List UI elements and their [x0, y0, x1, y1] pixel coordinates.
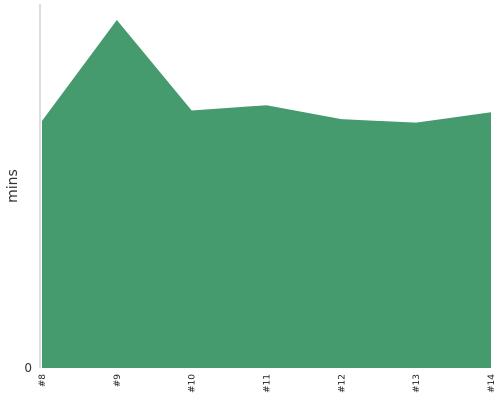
area-series [42, 20, 491, 368]
x-tick-label: #11 [263, 374, 273, 393]
y-tick-label-0: 0 [24, 361, 32, 375]
x-tick-label: #10 [188, 374, 198, 393]
x-tick-label: #14 [487, 374, 497, 393]
y-axis-label: mins [5, 169, 21, 203]
x-tick-label: #12 [337, 374, 347, 393]
x-axis-ticks: #8 #9 #10 #11 #12 #13 #14 [38, 374, 497, 393]
x-tick-label: #8 [38, 374, 48, 388]
x-tick-label: #13 [412, 374, 422, 393]
x-tick-label: #9 [113, 374, 123, 388]
